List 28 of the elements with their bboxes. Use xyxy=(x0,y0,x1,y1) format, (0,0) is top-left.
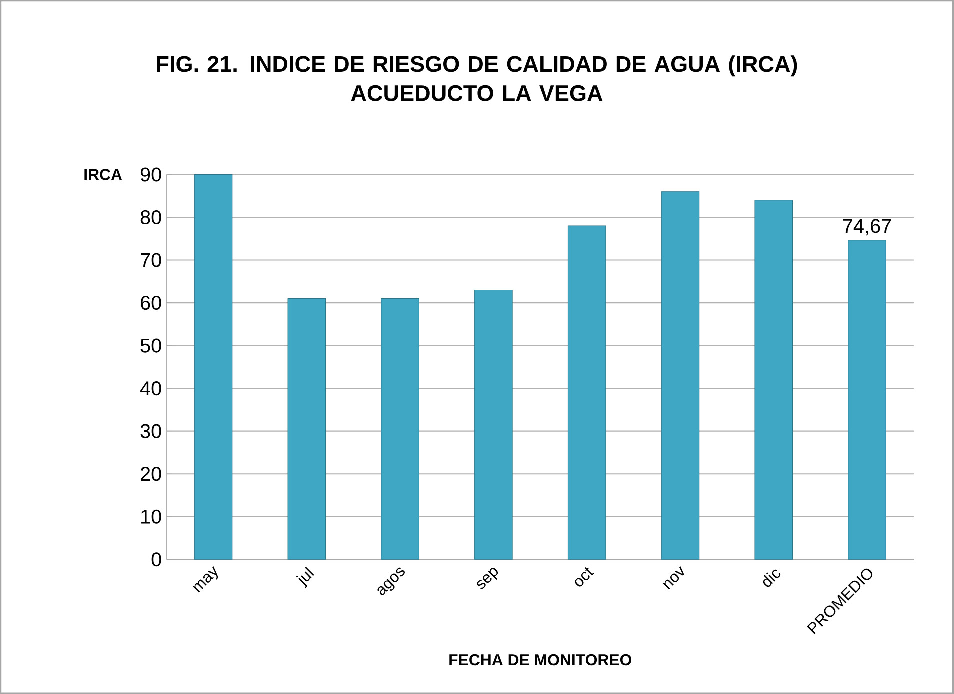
y-axis-title: IRCA xyxy=(84,168,122,180)
y-tick-label: 80 xyxy=(140,210,162,224)
bar xyxy=(568,226,606,560)
x-tick-label: sep xyxy=(477,568,498,589)
y-tick-label: 90 xyxy=(140,168,162,182)
chart-title: FIG. 21. INDICE DE RIESGO DE CALIDAD DE AGUA (IRCA) ACUEDUCTO LA VEGA xyxy=(157,55,798,102)
bar xyxy=(381,298,420,560)
x-tick-label: dic xyxy=(763,570,781,587)
bar xyxy=(474,290,513,560)
bar xyxy=(754,200,793,560)
y-tick-label: 10 xyxy=(142,510,162,524)
bar xyxy=(848,240,886,560)
x-axis-title: FECHA DE MONITOREO xyxy=(450,654,632,666)
y-tick-label: 60 xyxy=(141,296,162,310)
x-tick-label: jul xyxy=(296,566,314,588)
y-tick-label: 30 xyxy=(140,424,162,438)
y-tick-label: 40 xyxy=(140,381,162,396)
y-tick-label: 70 xyxy=(141,253,162,268)
bar xyxy=(661,191,700,560)
bar xyxy=(194,174,233,560)
x-tick-label: may xyxy=(193,566,218,593)
y-tick-label: 50 xyxy=(140,338,162,353)
bar xyxy=(288,298,326,560)
y-tick-label: 20 xyxy=(141,466,162,481)
data-label: 74,67 xyxy=(843,218,892,236)
x-tick-label: oct xyxy=(575,567,594,587)
y-tick-label: 0 xyxy=(152,552,162,566)
x-tick-label: nov xyxy=(663,566,684,590)
